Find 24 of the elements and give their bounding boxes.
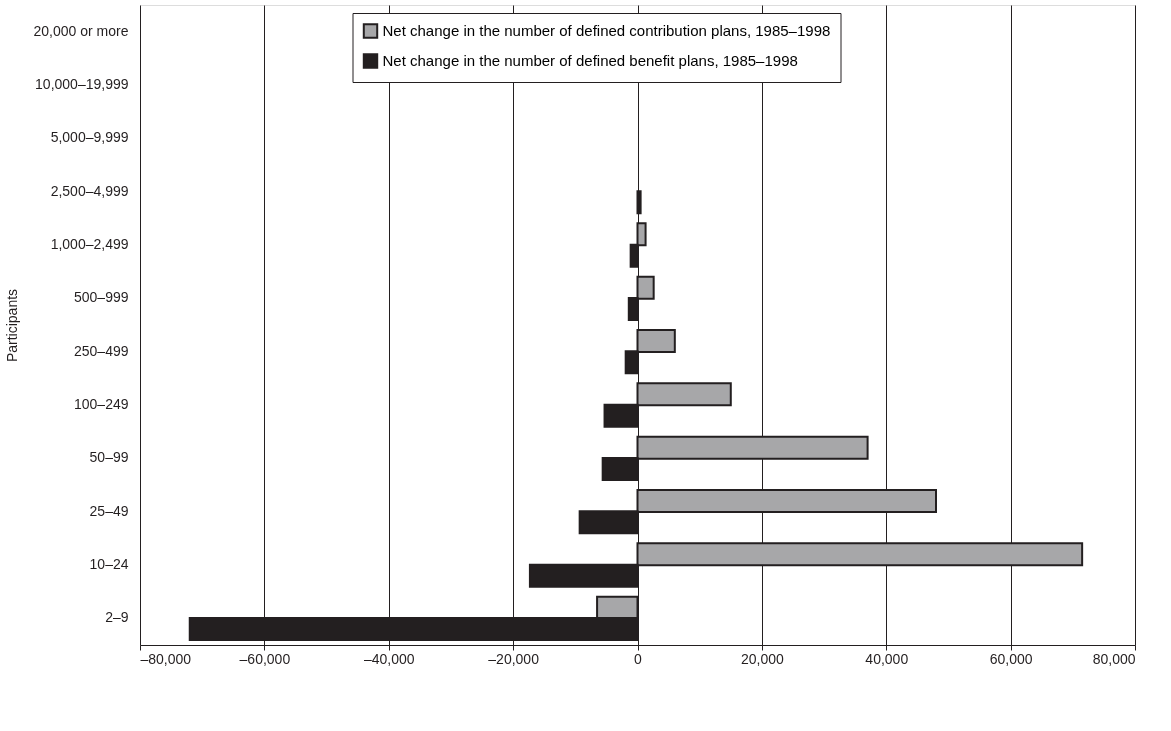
y-tick-label: 2,500–4,999: [50, 182, 129, 199]
y-tick-label: 100–249: [73, 396, 129, 412]
y-tick-label: 500–999: [73, 289, 129, 306]
x-tick-label: –80,000: [140, 650, 192, 667]
legend-label: Net change in the number of defined benefit plans, 1985–1998: [382, 52, 798, 69]
x-tick-label: –40,000: [363, 650, 415, 667]
y-tick-label: 50–99: [89, 449, 129, 466]
y-tick-label: 10–24: [89, 556, 129, 572]
x-tick-label: 60,000: [989, 650, 1033, 667]
x-tick-label: 40,000: [865, 650, 909, 667]
x-tick-label: 80,000: [1092, 650, 1136, 667]
y-axis-title: Participants: [3, 288, 20, 363]
y-tick-label: 2–9: [105, 609, 129, 626]
y-tick-label: 1,000–2,499: [50, 236, 129, 252]
y-tick-label: 250–499: [73, 342, 129, 359]
x-tick-label: 20,000: [740, 650, 784, 667]
x-tick-label: –60,000: [239, 650, 291, 667]
y-tick-label: 25–49: [89, 502, 129, 519]
x-tick-label: 0: [634, 650, 643, 667]
y-tick-label: 10,000–19,999: [35, 76, 129, 92]
y-tick-label: 5,000–9,999: [50, 129, 129, 146]
y-tick-label: 20,000 or more: [33, 22, 129, 39]
legend-label: Net change in the number of defined contribution plans, 1985–1998: [382, 22, 831, 39]
x-tick-label: –20,000: [488, 650, 540, 667]
